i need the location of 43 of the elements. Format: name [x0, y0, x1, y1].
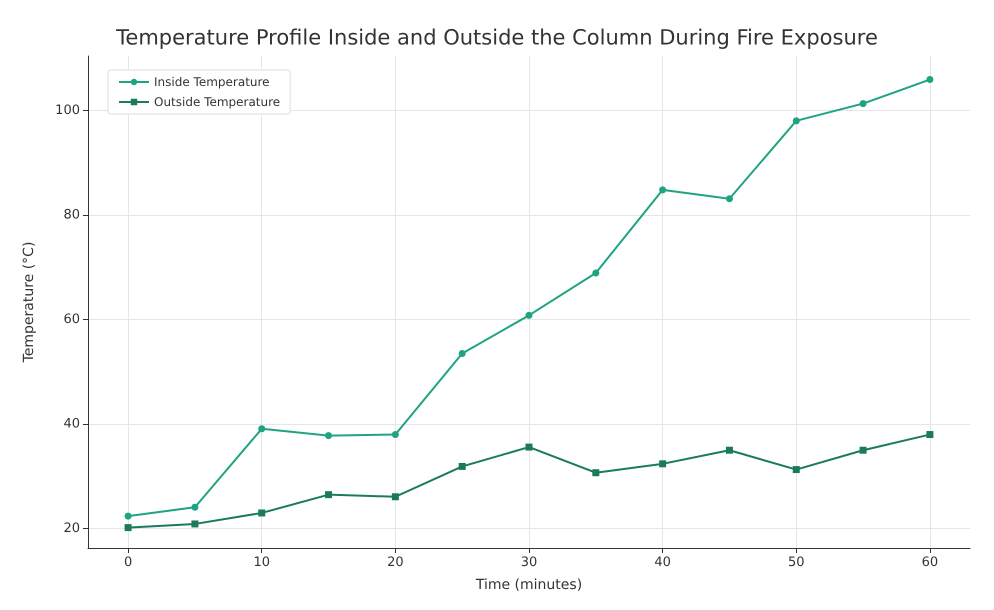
x-tick-label: 10 [253, 555, 270, 570]
point [726, 195, 733, 202]
point [258, 509, 266, 516]
point [124, 512, 132, 520]
point [458, 350, 466, 357]
x-tick-label: 40 [654, 555, 671, 570]
point [659, 186, 666, 194]
point [124, 524, 132, 532]
y-tick-label: 40 [63, 416, 80, 432]
point [191, 520, 198, 528]
legend-label: Inside Temperature [154, 75, 270, 89]
point [191, 504, 198, 511]
point [926, 431, 934, 438]
point [860, 446, 867, 454]
point [860, 100, 867, 108]
chart-title: Temperature Profile Inside and Outside the Column During Fire Exposure [115, 26, 878, 50]
point [792, 466, 800, 474]
x-tick-label: 50 [788, 555, 805, 570]
point [592, 269, 600, 276]
y-tick-label: 100 [55, 102, 80, 118]
point [659, 460, 666, 468]
x-tick-label: 60 [922, 555, 938, 570]
y-axis-title: Temperature (°C) [21, 242, 37, 364]
point [792, 117, 800, 124]
x-tick-label: 30 [520, 555, 538, 570]
x-tick-label: 0 [124, 555, 132, 570]
x-tick-label: 20 [387, 555, 404, 570]
point [458, 462, 466, 470]
point [526, 312, 532, 319]
legend-label: Outside Temperature [154, 95, 280, 109]
point [325, 491, 332, 498]
point [926, 76, 934, 84]
x-axis-title: Time (minutes) [474, 577, 582, 593]
point [592, 469, 600, 476]
point [392, 493, 399, 500]
y-tick-label: 60 [63, 312, 80, 328]
point [392, 431, 399, 438]
point [526, 444, 532, 451]
y-tick-label: 80 [63, 207, 80, 222]
point [325, 432, 332, 440]
point [258, 425, 266, 432]
point [726, 446, 733, 454]
y-tick-label: 20 [63, 521, 80, 536]
